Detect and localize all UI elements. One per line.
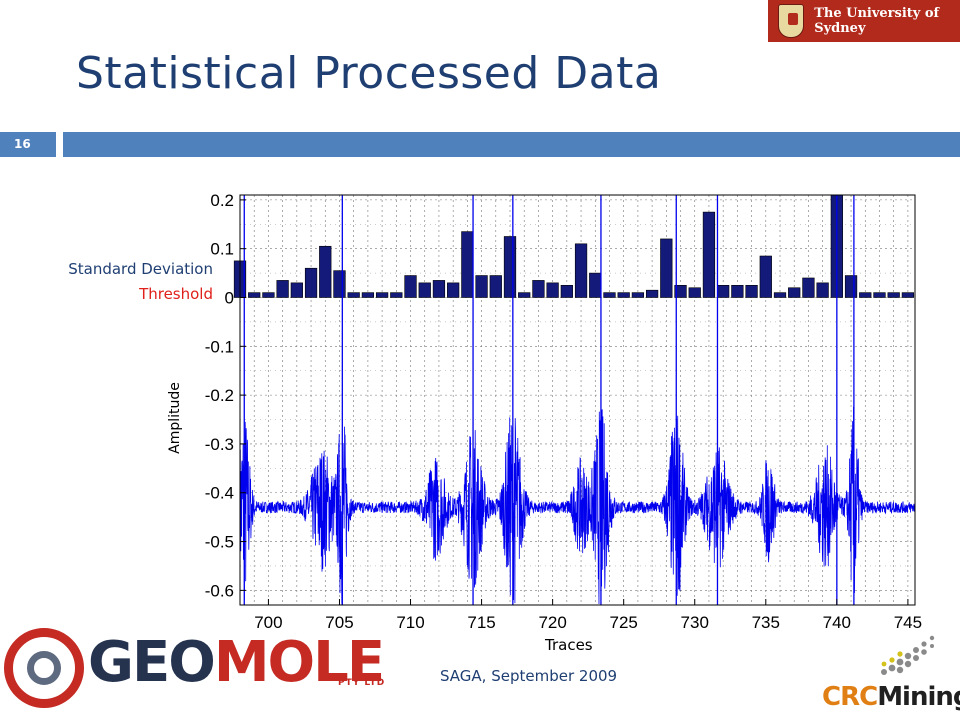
std-bar (532, 280, 545, 298)
std-bar (489, 275, 502, 298)
std-bar (873, 292, 886, 298)
std-bar (802, 277, 815, 298)
x-tick-label: 725 (609, 613, 637, 632)
y-tick-label: 0.2 (210, 191, 234, 210)
x-tick-label: 715 (467, 613, 495, 632)
y-tick-label: -0.2 (205, 386, 234, 405)
std-bar (390, 292, 403, 298)
std-bar (702, 211, 716, 298)
axes-frame (239, 194, 916, 606)
header-band (63, 132, 960, 157)
slide-number-band (0, 132, 56, 157)
threshold-label: Threshold (139, 285, 213, 303)
std-bar (560, 284, 573, 298)
std-bar (589, 272, 602, 298)
std-bar (248, 292, 261, 298)
footer-text: SAGA, September 2009 (440, 667, 618, 685)
std-bar (631, 292, 645, 298)
std-bar (773, 292, 787, 298)
y-tick-label: -0.4 (205, 484, 234, 503)
std-bar (475, 275, 488, 298)
geomole-wordmark-b: MOLE (213, 630, 385, 695)
std-bar (347, 292, 360, 298)
std-bar (731, 284, 744, 298)
std-bar (518, 292, 531, 298)
std-bar (844, 275, 858, 298)
y-tick-label: -0.3 (205, 435, 234, 454)
university-logo: The University of Sydney (768, 0, 960, 42)
y-tick-label: -0.6 (205, 581, 234, 600)
std-bar (290, 282, 303, 298)
std-bar (418, 282, 431, 298)
std-bar (546, 282, 559, 298)
x-tick-label: 720 (538, 613, 566, 632)
std-bar (432, 280, 446, 298)
std-bar (717, 284, 730, 298)
y-axis-label: Amplitude (167, 382, 183, 454)
y-tick-label: 0.1 (210, 240, 234, 259)
crc-dots-icon (881, 635, 935, 675)
std-bar (375, 292, 389, 298)
standard-deviation-label: Standard Deviation (68, 260, 213, 278)
std-bar (262, 292, 275, 298)
y-tick-label: -0.1 (205, 337, 234, 356)
std-bar (759, 255, 772, 298)
std-bar (901, 292, 915, 298)
x-tick-label: 700 (254, 613, 282, 632)
y-tick-label: -0.5 (205, 533, 234, 552)
std-bar (319, 245, 332, 298)
geomole-subtitle: PTY LTD (338, 678, 386, 688)
std-bar (503, 236, 517, 298)
x-tick-label: 735 (752, 613, 780, 632)
amplitude-chart: 700 705 710 715 720 725 730 735 740 745 0.2 0.1 0 -0.… (205, 191, 922, 632)
std-bar (788, 287, 801, 298)
std-bar (887, 292, 900, 298)
slide-title: Statistical Processed Data (76, 48, 662, 99)
std-bar (674, 284, 687, 298)
university-crest-icon (778, 4, 805, 38)
std-bar (404, 275, 417, 298)
std-bar (361, 292, 375, 298)
y-tick-label: 0 (225, 289, 234, 308)
x-tick-label: 705 (325, 613, 353, 632)
slide-number: 16 (14, 137, 31, 151)
std-bar (660, 238, 673, 298)
std-bar (745, 284, 758, 298)
crc-wordmark-b: Mining (877, 682, 960, 712)
x-axis-label: Traces (545, 636, 593, 654)
x-tick-label: 745 (894, 613, 922, 632)
std-bar (447, 282, 460, 298)
std-bar (276, 280, 289, 298)
std-bar (617, 292, 630, 298)
crc-mining-logo: CRCMining (818, 628, 960, 720)
std-bar (859, 292, 872, 298)
std-bar (688, 287, 701, 298)
crc-wordmark: CRCMining (822, 682, 960, 712)
x-tick-label: 710 (396, 613, 424, 632)
geomole-wordmark: GEOMOLE (88, 635, 385, 691)
geomole-swirl-icon (4, 628, 84, 708)
geomole-wordmark-a: GEO (88, 630, 216, 695)
std-bar (461, 231, 474, 298)
x-tick-label: 740 (823, 613, 851, 632)
university-logo-text: The University of Sydney (814, 6, 940, 36)
x-tick-label: 730 (681, 613, 709, 632)
std-bar (574, 243, 588, 298)
std-bar (333, 270, 346, 298)
std-bar (816, 282, 829, 298)
std-bar (645, 289, 659, 298)
geomole-logo: GEOMOLE PTY LTD (0, 620, 400, 720)
std-bar (304, 267, 318, 298)
crc-wordmark-a: CRC (822, 682, 878, 712)
std-bar (603, 292, 616, 298)
